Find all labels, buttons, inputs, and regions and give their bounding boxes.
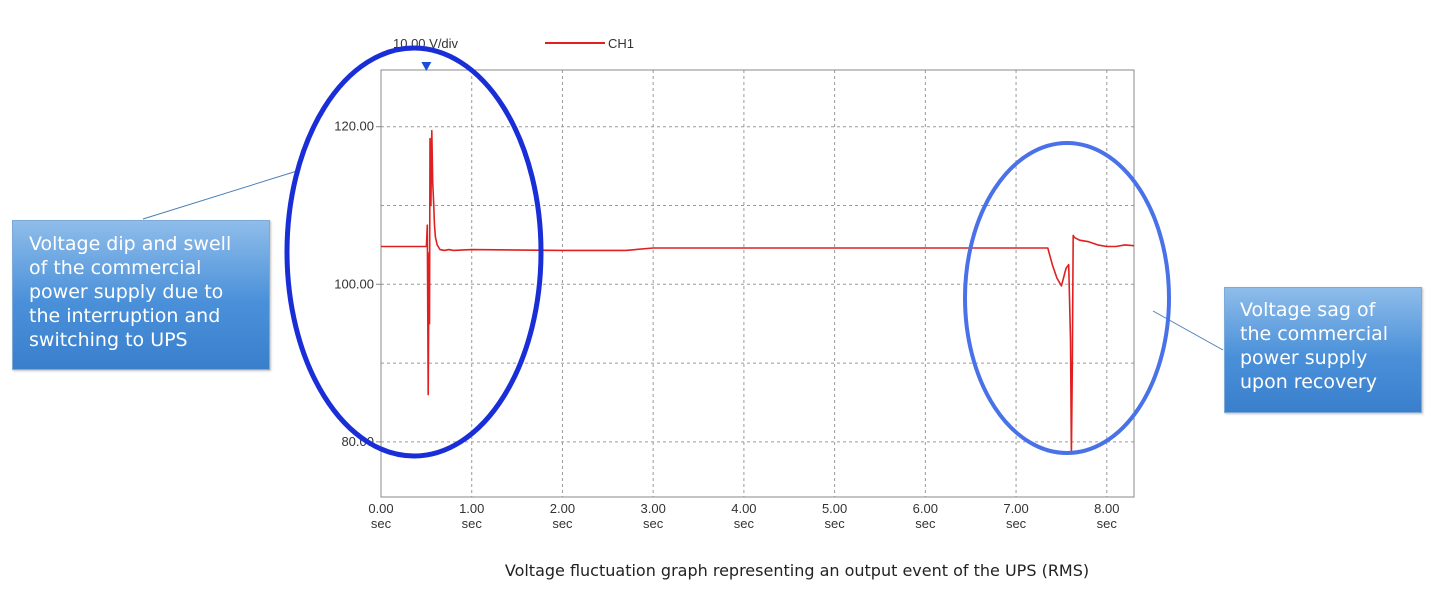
connector-left: [142, 170, 298, 220]
trigger-marker-icon: [421, 62, 432, 71]
callout-left-line-5: switching to UPS: [29, 329, 188, 351]
x-tick-label: 8.00: [1094, 501, 1119, 516]
callout-right-line-3: power supply: [1240, 347, 1368, 369]
annotation-callout-left: Voltage dip and swell of the commercial …: [12, 220, 270, 370]
x-tick-unit: sec: [734, 516, 755, 531]
callout-connectors: [142, 170, 1224, 351]
callout-left-line-3: power supply due to: [29, 281, 224, 303]
callout-right-line-1: Voltage sag of: [1240, 299, 1376, 321]
highlight-ellipse-right: [963, 141, 1171, 455]
annotation-callout-right: Voltage sag of the commercial power supp…: [1224, 287, 1422, 413]
x-tick-label: 3.00: [641, 501, 666, 516]
plot-frame: [380, 69, 1135, 498]
x-tick-label: 5.00: [822, 501, 847, 516]
series-line-ch1: [381, 129, 1135, 455]
x-tick-label: 0.00: [368, 501, 393, 516]
x-tick-label: 7.00: [1003, 501, 1028, 516]
y-axis-ticks: 120.00 100.00 80.00: [334, 119, 381, 449]
y-tick-label: 100.00: [334, 276, 374, 291]
x-tick-unit: sec: [1006, 516, 1027, 531]
y-tick-label: 120.00: [334, 119, 374, 134]
callout-right-line-2: the commercial: [1240, 323, 1389, 345]
x-tick-label: 4.00: [731, 501, 756, 516]
x-tick-unit: sec: [915, 516, 936, 531]
grid-lines: [381, 70, 1134, 497]
x-tick-unit: sec: [462, 516, 483, 531]
x-tick-unit: sec: [643, 516, 664, 531]
x-tick-unit: sec: [552, 516, 573, 531]
y-tick-label: 80.00: [341, 434, 374, 449]
x-tick-unit: sec: [371, 516, 392, 531]
legend-label-ch1: CH1: [608, 36, 634, 51]
x-tick-label: 2.00: [550, 501, 575, 516]
callout-left-line-2: of the commercial: [29, 257, 202, 279]
chart-caption: Voltage fluctuation graph representing a…: [504, 561, 1090, 580]
callout-right-line-4: upon recovery: [1240, 371, 1377, 393]
callout-left-line-1: Voltage dip and swell: [29, 233, 232, 255]
x-tick-unit: sec: [824, 516, 845, 531]
callout-left-line-4: the interruption and: [29, 305, 221, 327]
x-tick-unit: sec: [1097, 516, 1118, 531]
x-tick-label: 6.00: [913, 501, 938, 516]
x-tick-label: 1.00: [459, 501, 484, 516]
x-axis-ticks: 0.00sec1.00sec2.00sec3.00sec4.00sec5.00s…: [368, 501, 1119, 531]
highlight-ellipse-left: [284, 45, 544, 459]
connector-right: [1152, 310, 1224, 351]
